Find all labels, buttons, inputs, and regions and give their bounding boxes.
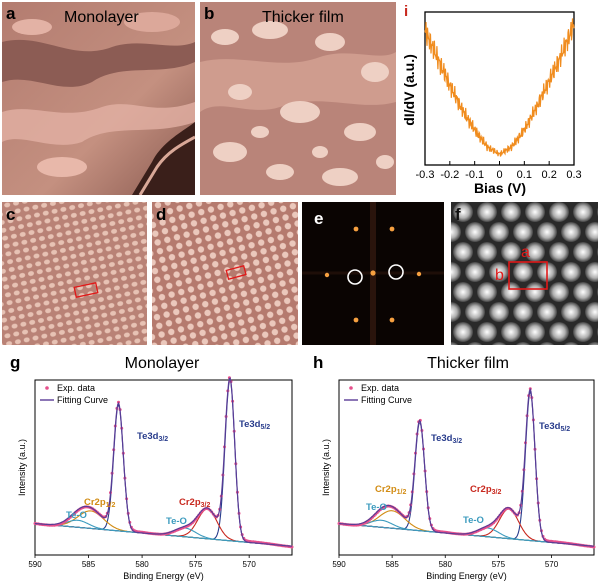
panel-c-atomic-lattice: c	[2, 202, 147, 345]
panel-i-frame	[424, 11, 575, 166]
legend-exp-label: Exp. data	[57, 383, 95, 393]
xps-peak-label: Te-O	[366, 502, 387, 513]
xps-xtick-label: 585	[385, 560, 399, 569]
xps-peak-label: Te-O	[66, 510, 87, 521]
panel-a-title: Monolayer	[64, 9, 139, 26]
xps-peak-label: Te3d5/2	[239, 419, 270, 431]
panel-d-atomic-lattice: d	[152, 202, 298, 345]
panel-f-lattice-label-b: b	[495, 267, 504, 284]
legend-fit-label: Fitting Curve	[361, 395, 412, 405]
xps-xtick-label: 570	[545, 560, 559, 569]
panel-a-stm-image: a Monolayer	[2, 2, 195, 195]
legend-exp-marker	[349, 386, 353, 390]
xps-ylabel: Intensity (a.u.)	[17, 439, 27, 496]
xps-xtick-label: 585	[82, 560, 96, 569]
panel-h-title: Thicker film	[427, 355, 509, 372]
panel-i-xtick-label: 0	[496, 169, 502, 181]
panel-g-xps-chart: g Monolayer 590 585 580 575 570 Binding Energ…	[10, 353, 294, 581]
xps-xtick-label: 575	[189, 560, 203, 569]
panel-b-title: Thicker film	[262, 9, 344, 26]
panel-e-marker-circle	[347, 269, 363, 285]
panel-i-xtick-label: -0.1	[465, 169, 484, 181]
legend-exp-marker	[45, 386, 49, 390]
panel-d-letter: d	[156, 205, 166, 224]
panel-i-xlabel: Bias (V)	[474, 180, 526, 196]
panel-i-letter: i	[404, 3, 408, 20]
xps-peak-label: Te3d5/2	[539, 421, 570, 433]
xps-peak-label: Te3d3/2	[431, 433, 462, 445]
panel-b-letter: b	[204, 4, 214, 23]
panel-i-xtick-label: -0.2	[440, 169, 459, 181]
xps-xtick-label: 590	[28, 560, 42, 569]
panel-i-ylabel: dI/dV (a.u.)	[401, 54, 417, 126]
xps-frame	[338, 379, 595, 556]
panel-h-letter: h	[313, 353, 323, 372]
panel-i-xtick-label: 0.3	[566, 169, 581, 181]
panel-e-marker-circle	[388, 264, 404, 280]
panel-i-series-line	[424, 18, 575, 157]
panel-c-letter: c	[6, 205, 15, 224]
panel-i-didv-chart: i -0.3 -0.2 -0.1 0 0.1 0.2 0.3 Bias (V) dI/dV …	[401, 3, 582, 196]
xps-legend: Exp. data Fitting Curve	[40, 383, 108, 405]
legend-fit-label: Fitting Curve	[57, 395, 108, 405]
panel-e-fft-image: e	[302, 202, 444, 345]
xps-frame	[34, 379, 293, 556]
xps-peak-label: Cr2p3/2	[470, 484, 501, 496]
xps-peak-label: Te-O	[166, 516, 187, 527]
panel-e-letter: e	[314, 209, 323, 228]
panel-i-xtick-label: 0.2	[542, 169, 557, 181]
xps-fitting-curve	[34, 377, 293, 547]
xps-xtick-label: 580	[439, 560, 453, 569]
legend-exp-label: Exp. data	[361, 383, 399, 393]
xps-legend: Exp. data Fitting Curve	[344, 383, 412, 405]
panel-h-xps-chart: h Thicker film 590 585 580 575 570 Binding En…	[313, 353, 596, 581]
xps-xtick-label: 575	[492, 560, 506, 569]
xps-peak-label: Cr2p1/2	[84, 497, 115, 509]
panel-g-title: Monolayer	[125, 355, 200, 372]
panel-f-lattice-label-a: a	[521, 244, 530, 261]
xps-ylabel: Intensity (a.u.)	[321, 439, 331, 496]
xps-peak-label: Te3d3/2	[137, 431, 168, 443]
panel-f-simulated-lattice: a b f	[451, 202, 598, 345]
xps-peak-label: Cr2p3/2	[179, 497, 210, 509]
xps-fitting-curve	[338, 387, 595, 547]
panel-i-xtick-label: -0.3	[416, 169, 435, 181]
panel-i-xtick-label: 0.1	[517, 169, 532, 181]
panel-f-letter: f	[455, 205, 461, 224]
xps-xlabel: Binding Energy (eV)	[426, 571, 507, 581]
xps-peak-label: Cr2p1/2	[375, 484, 406, 496]
panel-a-letter: a	[6, 4, 16, 23]
xps-xlabel: Binding Energy (eV)	[123, 571, 204, 581]
panel-b-stm-image: b Thicker film	[200, 2, 396, 195]
xps-peak-label: Te-O	[463, 515, 484, 526]
xps-xtick-label: 590	[332, 560, 346, 569]
xps-xtick-label: 570	[242, 560, 256, 569]
panel-g-letter: g	[10, 353, 20, 372]
xps-xtick-label: 580	[135, 560, 149, 569]
